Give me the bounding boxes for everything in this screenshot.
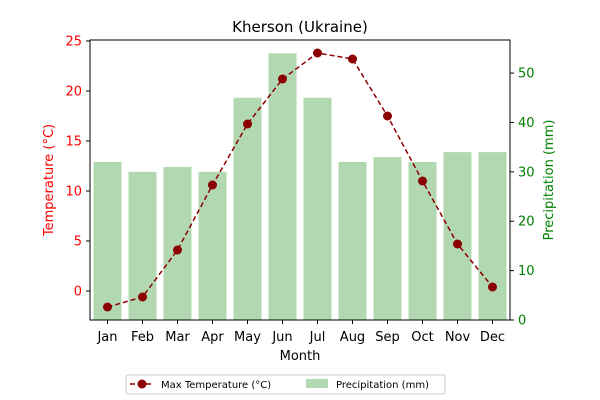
x-tick-label: Apr <box>201 330 224 345</box>
temperature-point <box>243 119 252 129</box>
right-y-tick-label: 10 <box>518 264 535 279</box>
x-tick-label: Jul <box>309 330 326 345</box>
precipitation-bar <box>478 152 507 320</box>
x-tick-label: Jun <box>271 330 292 345</box>
legend: Max Temperature (°C) Precipitation (mm) <box>125 374 446 395</box>
precipitation-bar <box>408 161 437 320</box>
temperature-point <box>103 302 112 312</box>
chart-title: Kherson (Ukraine) <box>232 18 368 36</box>
precipitation-bar <box>443 152 472 320</box>
x-tick-label: Mar <box>165 330 190 345</box>
right-y-tick-label: 30 <box>518 165 535 180</box>
x-axis-label: Month <box>280 349 321 364</box>
legend-bar-swatch <box>306 379 328 388</box>
temperature-point <box>138 292 147 302</box>
temperature-point <box>488 282 497 292</box>
left-y-axis-label: Temperature (°C) <box>42 124 57 237</box>
x-tick-label: Dec <box>480 330 505 345</box>
x-tick-label: May <box>234 330 261 345</box>
right-y-tick-label: 50 <box>518 67 535 82</box>
temperature-line-group <box>103 48 497 312</box>
temperature-point <box>453 239 462 249</box>
precipitation-bar <box>93 161 122 320</box>
left-y-tick-label: 10 <box>65 185 82 200</box>
x-tick-label: Feb <box>131 330 154 345</box>
precipitation-bar <box>163 166 192 320</box>
left-y-tick-label: 20 <box>65 85 82 100</box>
left-y-tick-label: 15 <box>65 135 82 150</box>
x-axis: Jan Feb Mar Apr May Jun Jul Aug Sep Oct Nov Dec <box>96 320 505 345</box>
precipitation-bar <box>268 53 297 320</box>
left-y-tick-label: 25 <box>65 35 82 50</box>
legend-bar-label: Precipitation (mm) <box>336 380 429 391</box>
right-y-tick-label: 40 <box>518 116 535 131</box>
precipitation-bar <box>233 97 262 321</box>
left-y-axis: 0 5 10 15 20 25 <box>65 35 90 300</box>
left-y-tick-label: 0 <box>74 285 82 300</box>
right-y-axis-label: Precipitation (mm) <box>542 120 557 241</box>
right-y-tick-label: 0 <box>518 314 526 329</box>
precipitation-bar <box>198 171 227 320</box>
right-y-axis: 0 10 20 30 40 50 <box>510 67 535 329</box>
precipitation-bar <box>373 157 402 320</box>
left-y-tick-label: 5 <box>74 235 82 250</box>
temperature-point <box>418 176 427 186</box>
x-tick-label: Sep <box>375 330 400 345</box>
temperature-point <box>313 48 322 58</box>
temperature-point <box>173 245 182 255</box>
x-tick-label: Jan <box>96 330 117 345</box>
x-tick-label: Oct <box>411 330 433 345</box>
right-y-tick-label: 20 <box>518 215 535 230</box>
precipitation-bar <box>303 97 332 321</box>
precipitation-bar <box>338 161 367 320</box>
bars-group <box>93 53 507 321</box>
plot-frame <box>89 39 511 321</box>
legend-line-label: Max Temperature (°C) <box>161 380 271 391</box>
legend-box <box>125 374 446 395</box>
legend-line-marker <box>137 379 147 389</box>
temperature-point <box>383 111 392 121</box>
x-tick-label: Aug <box>340 330 365 345</box>
temperature-point <box>348 54 357 64</box>
temperature-point <box>208 180 217 190</box>
x-tick-label: Nov <box>445 330 471 345</box>
temperature-point <box>278 74 287 84</box>
